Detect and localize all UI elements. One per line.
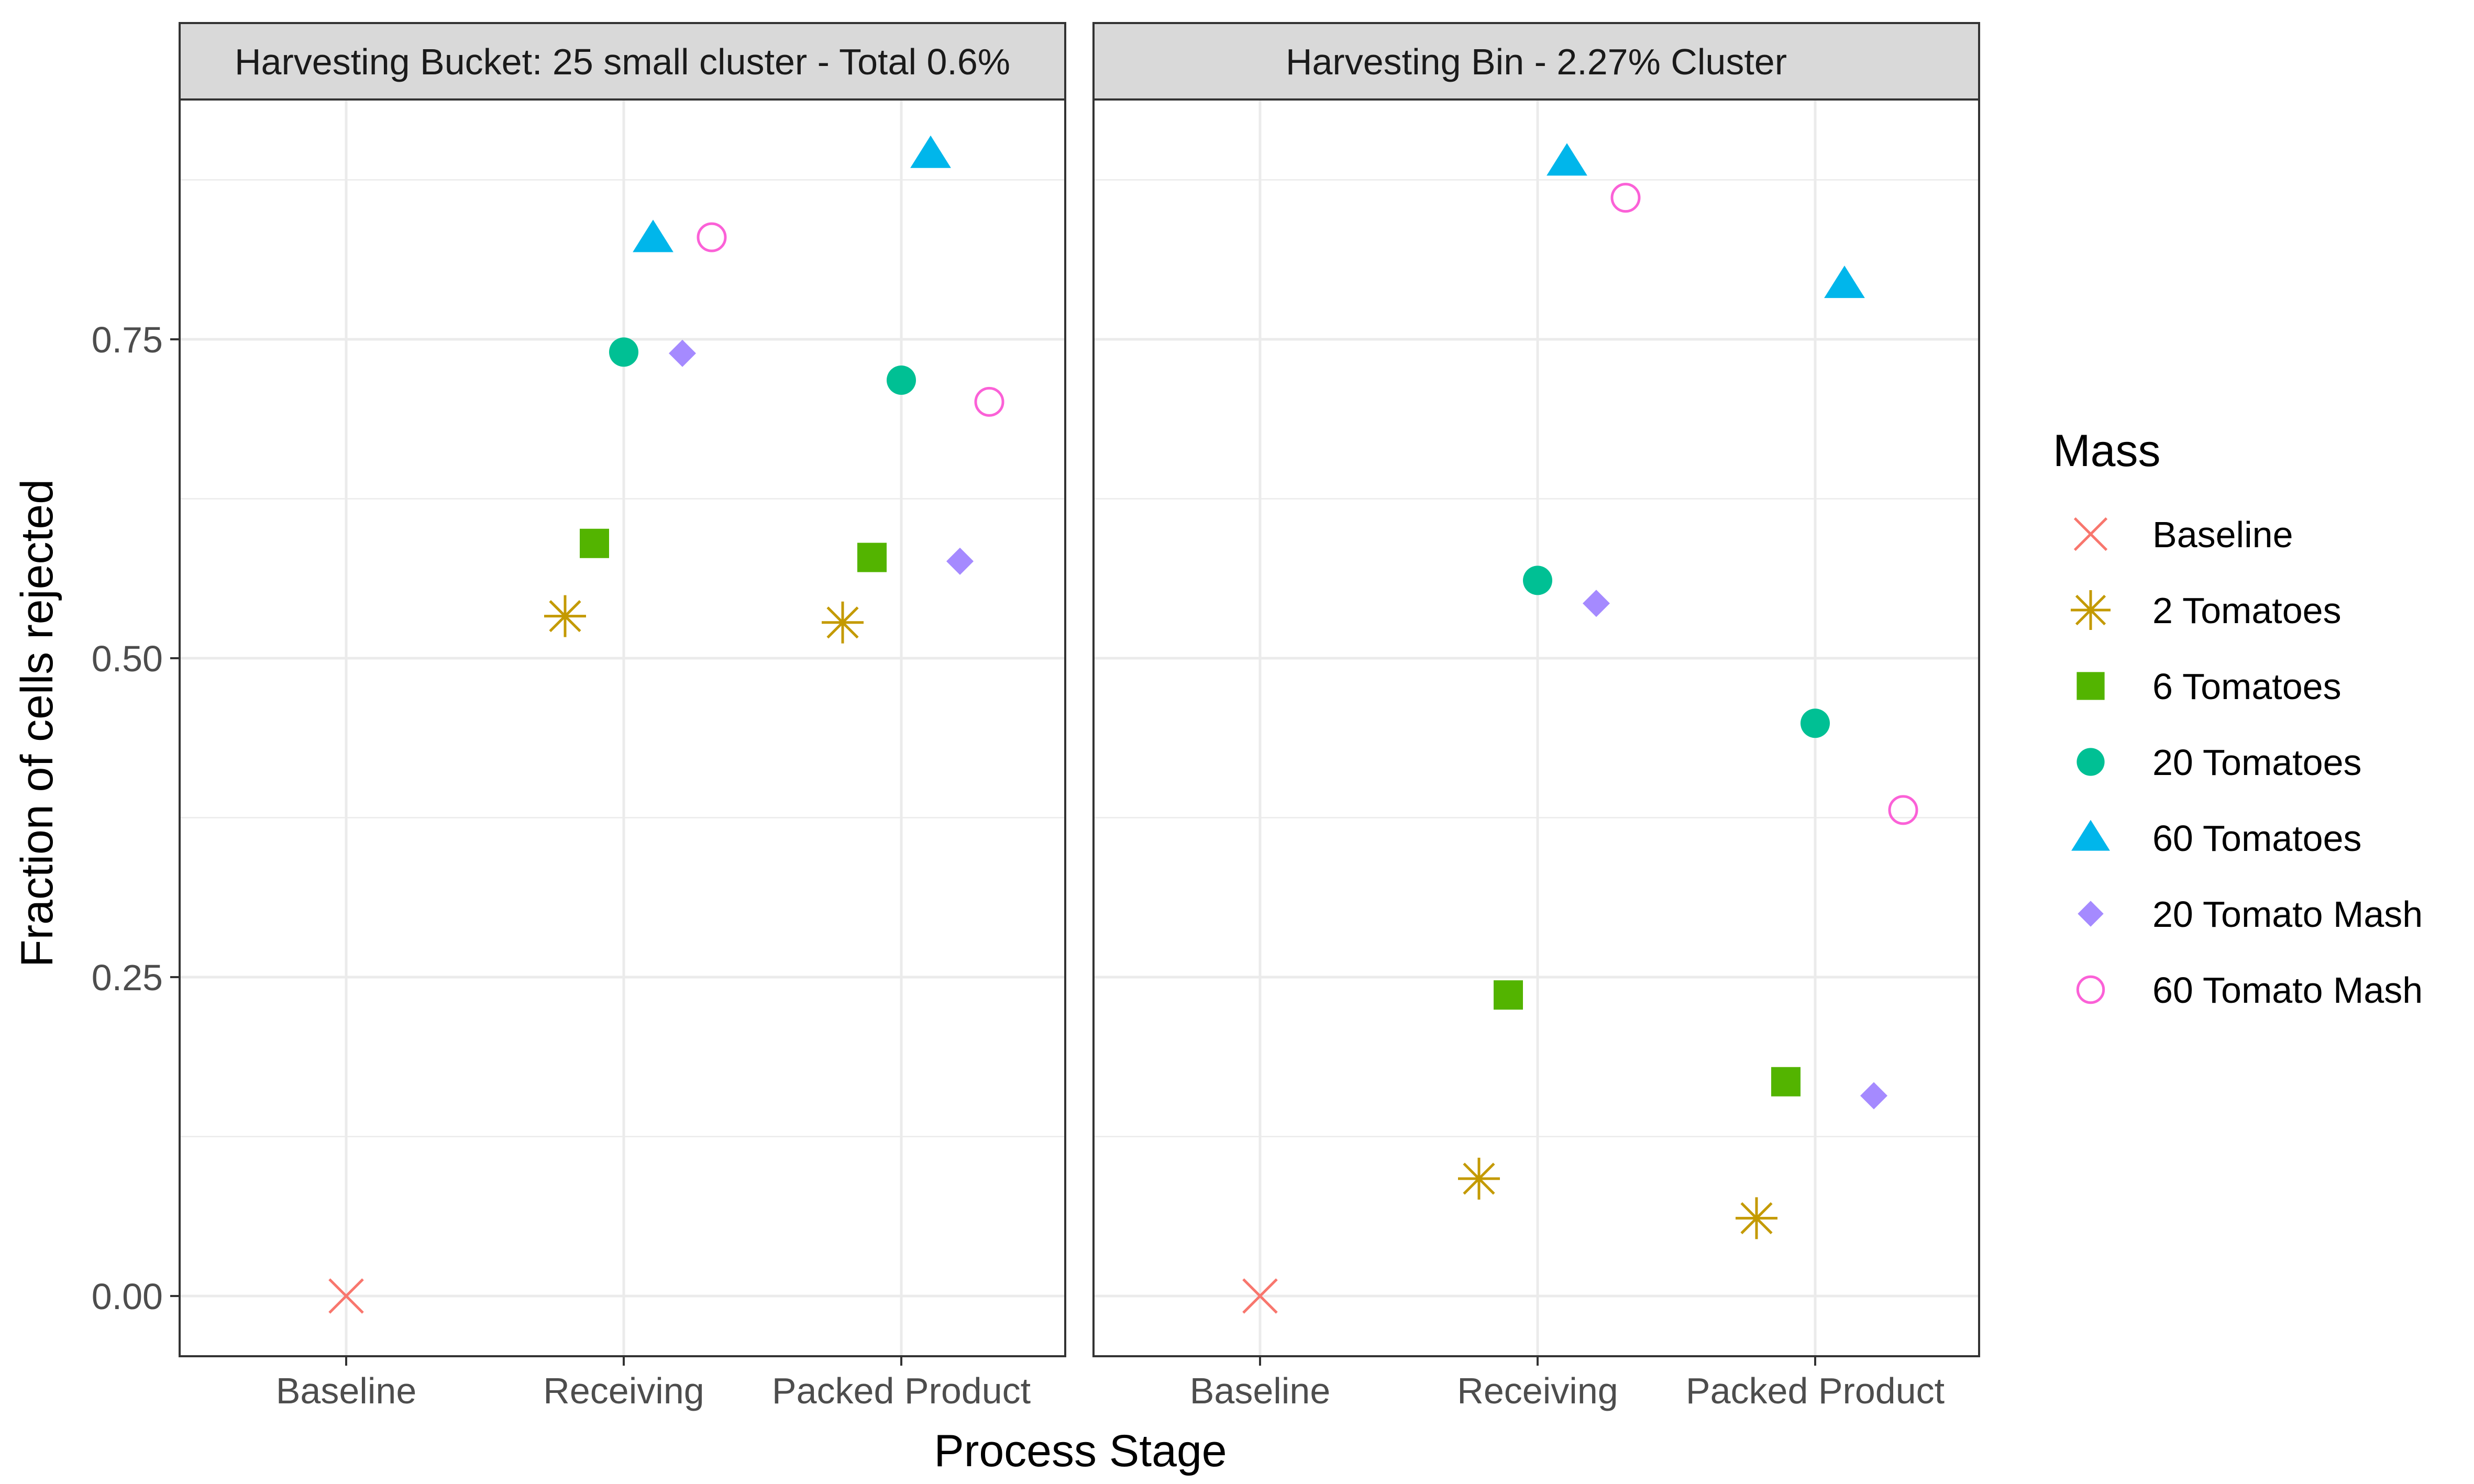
legend-key (2078, 901, 2104, 927)
x-tick-label: Baseline (1190, 1370, 1331, 1411)
legend-item-baseline: Baseline (2073, 514, 2293, 555)
facet-strip (1092, 22, 1980, 101)
legend-title: Mass (2053, 426, 2160, 476)
point-2-tomatoes (1736, 1197, 1777, 1239)
y-tick-label: 0.75 (92, 319, 163, 360)
point-60-tomatoes (1547, 143, 1587, 176)
legend-key (2073, 517, 2108, 551)
point-20-tomato-mash (669, 339, 696, 367)
legend-item-20-tomatoes: 20 Tomatoes (2077, 742, 2362, 783)
point-60-tomato-mash (1610, 183, 1641, 213)
point-20-tomato-mash (946, 547, 974, 575)
point-6-tomatoes (1494, 980, 1523, 1010)
legend-key (2071, 590, 2111, 630)
point-2-tomatoes (1458, 1157, 1500, 1200)
data-points (1242, 143, 1918, 1314)
legend-item-60-tomato-mash: 60 Tomato Mash (2076, 970, 2423, 1011)
y-axis: 0.00 0.25 0.50 0.75 (92, 319, 180, 1317)
legend-item-6-tomatoes: 6 Tomatoes (2077, 666, 2342, 707)
point-baseline (328, 1278, 364, 1314)
legend-label: 60 Tomato Mash (2152, 970, 2423, 1011)
point-6-tomatoes (857, 542, 887, 572)
legend-item-2-tomatoes: 2 Tomatoes (2071, 590, 2342, 631)
x-tick-label: Baseline (276, 1370, 417, 1411)
x-axis-2: Baseline Receiving Packed Product (1190, 1356, 1945, 1411)
point-20-tomato-mash (1583, 590, 1610, 617)
legend-key (2076, 975, 2105, 1004)
x-axis-title: Process Stage (934, 1426, 1227, 1476)
point-2-tomatoes (544, 595, 586, 637)
point-60-tomato-mash (697, 222, 727, 252)
legend-key (2071, 819, 2110, 851)
facet-panel-1: Harvesting Bucket: 25 small cluster - To… (179, 22, 1066, 1357)
point-60-tomato-mash (974, 386, 1004, 417)
facet-panels: Harvesting Bucket: 25 small cluster - To… (179, 22, 1980, 1357)
point-60-tomatoes (910, 135, 951, 168)
point-60-tomatoes (1824, 265, 1865, 298)
point-6-tomatoes (580, 528, 609, 558)
facet-title: Harvesting Bucket: 25 small cluster - To… (235, 41, 1010, 82)
gridlines (180, 99, 1065, 1356)
point-20-tomatoes (609, 337, 638, 367)
x-tick-label: Receiving (1457, 1370, 1618, 1411)
legend: Mass Baseline 2 Tomatoes 6 Tomatoes 20 Toma… (2053, 426, 2423, 1011)
legend-item-60-tomatoes: 60 Tomatoes (2071, 818, 2362, 859)
legend-label: 20 Tomato Mash (2152, 894, 2423, 935)
point-60-tomatoes (633, 219, 673, 252)
facet-panel-2: Harvesting Bin - 2.27% Cluster (1092, 22, 1980, 1357)
legend-label: 20 Tomatoes (2152, 742, 2362, 783)
point-20-tomatoes (887, 365, 916, 395)
legend-label: 2 Tomatoes (2152, 590, 2342, 631)
point-2-tomatoes (822, 601, 864, 644)
legend-label: 60 Tomatoes (2152, 818, 2362, 859)
point-60-tomato-mash (1888, 795, 1918, 825)
data-points (328, 135, 1004, 1314)
point-20-tomato-mash (1860, 1082, 1887, 1110)
y-axis-title: Fraction of cells rejected (12, 479, 62, 967)
x-tick-label: Packed Product (772, 1370, 1031, 1411)
legend-label: Baseline (2152, 514, 2293, 555)
point-6-tomatoes (1771, 1067, 1801, 1097)
point-baseline (1242, 1278, 1278, 1314)
x-tick-label: Packed Product (1686, 1370, 1945, 1411)
y-tick-label: 0.50 (92, 638, 163, 679)
legend-key (2077, 748, 2105, 776)
x-axis-1: Baseline Receiving Packed Product (276, 1356, 1031, 1411)
facet-title: Harvesting Bin - 2.27% Cluster (1286, 41, 1787, 82)
y-tick-label: 0.25 (92, 957, 163, 998)
point-20-tomatoes (1523, 566, 1552, 595)
legend-label: 6 Tomatoes (2152, 666, 2342, 707)
legend-key (2077, 672, 2105, 700)
x-tick-label: Receiving (543, 1370, 704, 1411)
x-axes: Baseline Receiving Packed Product Baseline R… (276, 1356, 1945, 1411)
legend-item-20-tomato-mash: 20 Tomato Mash (2078, 894, 2423, 935)
point-20-tomatoes (1801, 708, 1830, 738)
y-tick-label: 0.00 (92, 1276, 163, 1317)
facet-strip (179, 22, 1066, 101)
legend-items: Baseline 2 Tomatoes 6 Tomatoes 20 Tomatoes 6… (2071, 514, 2423, 1011)
